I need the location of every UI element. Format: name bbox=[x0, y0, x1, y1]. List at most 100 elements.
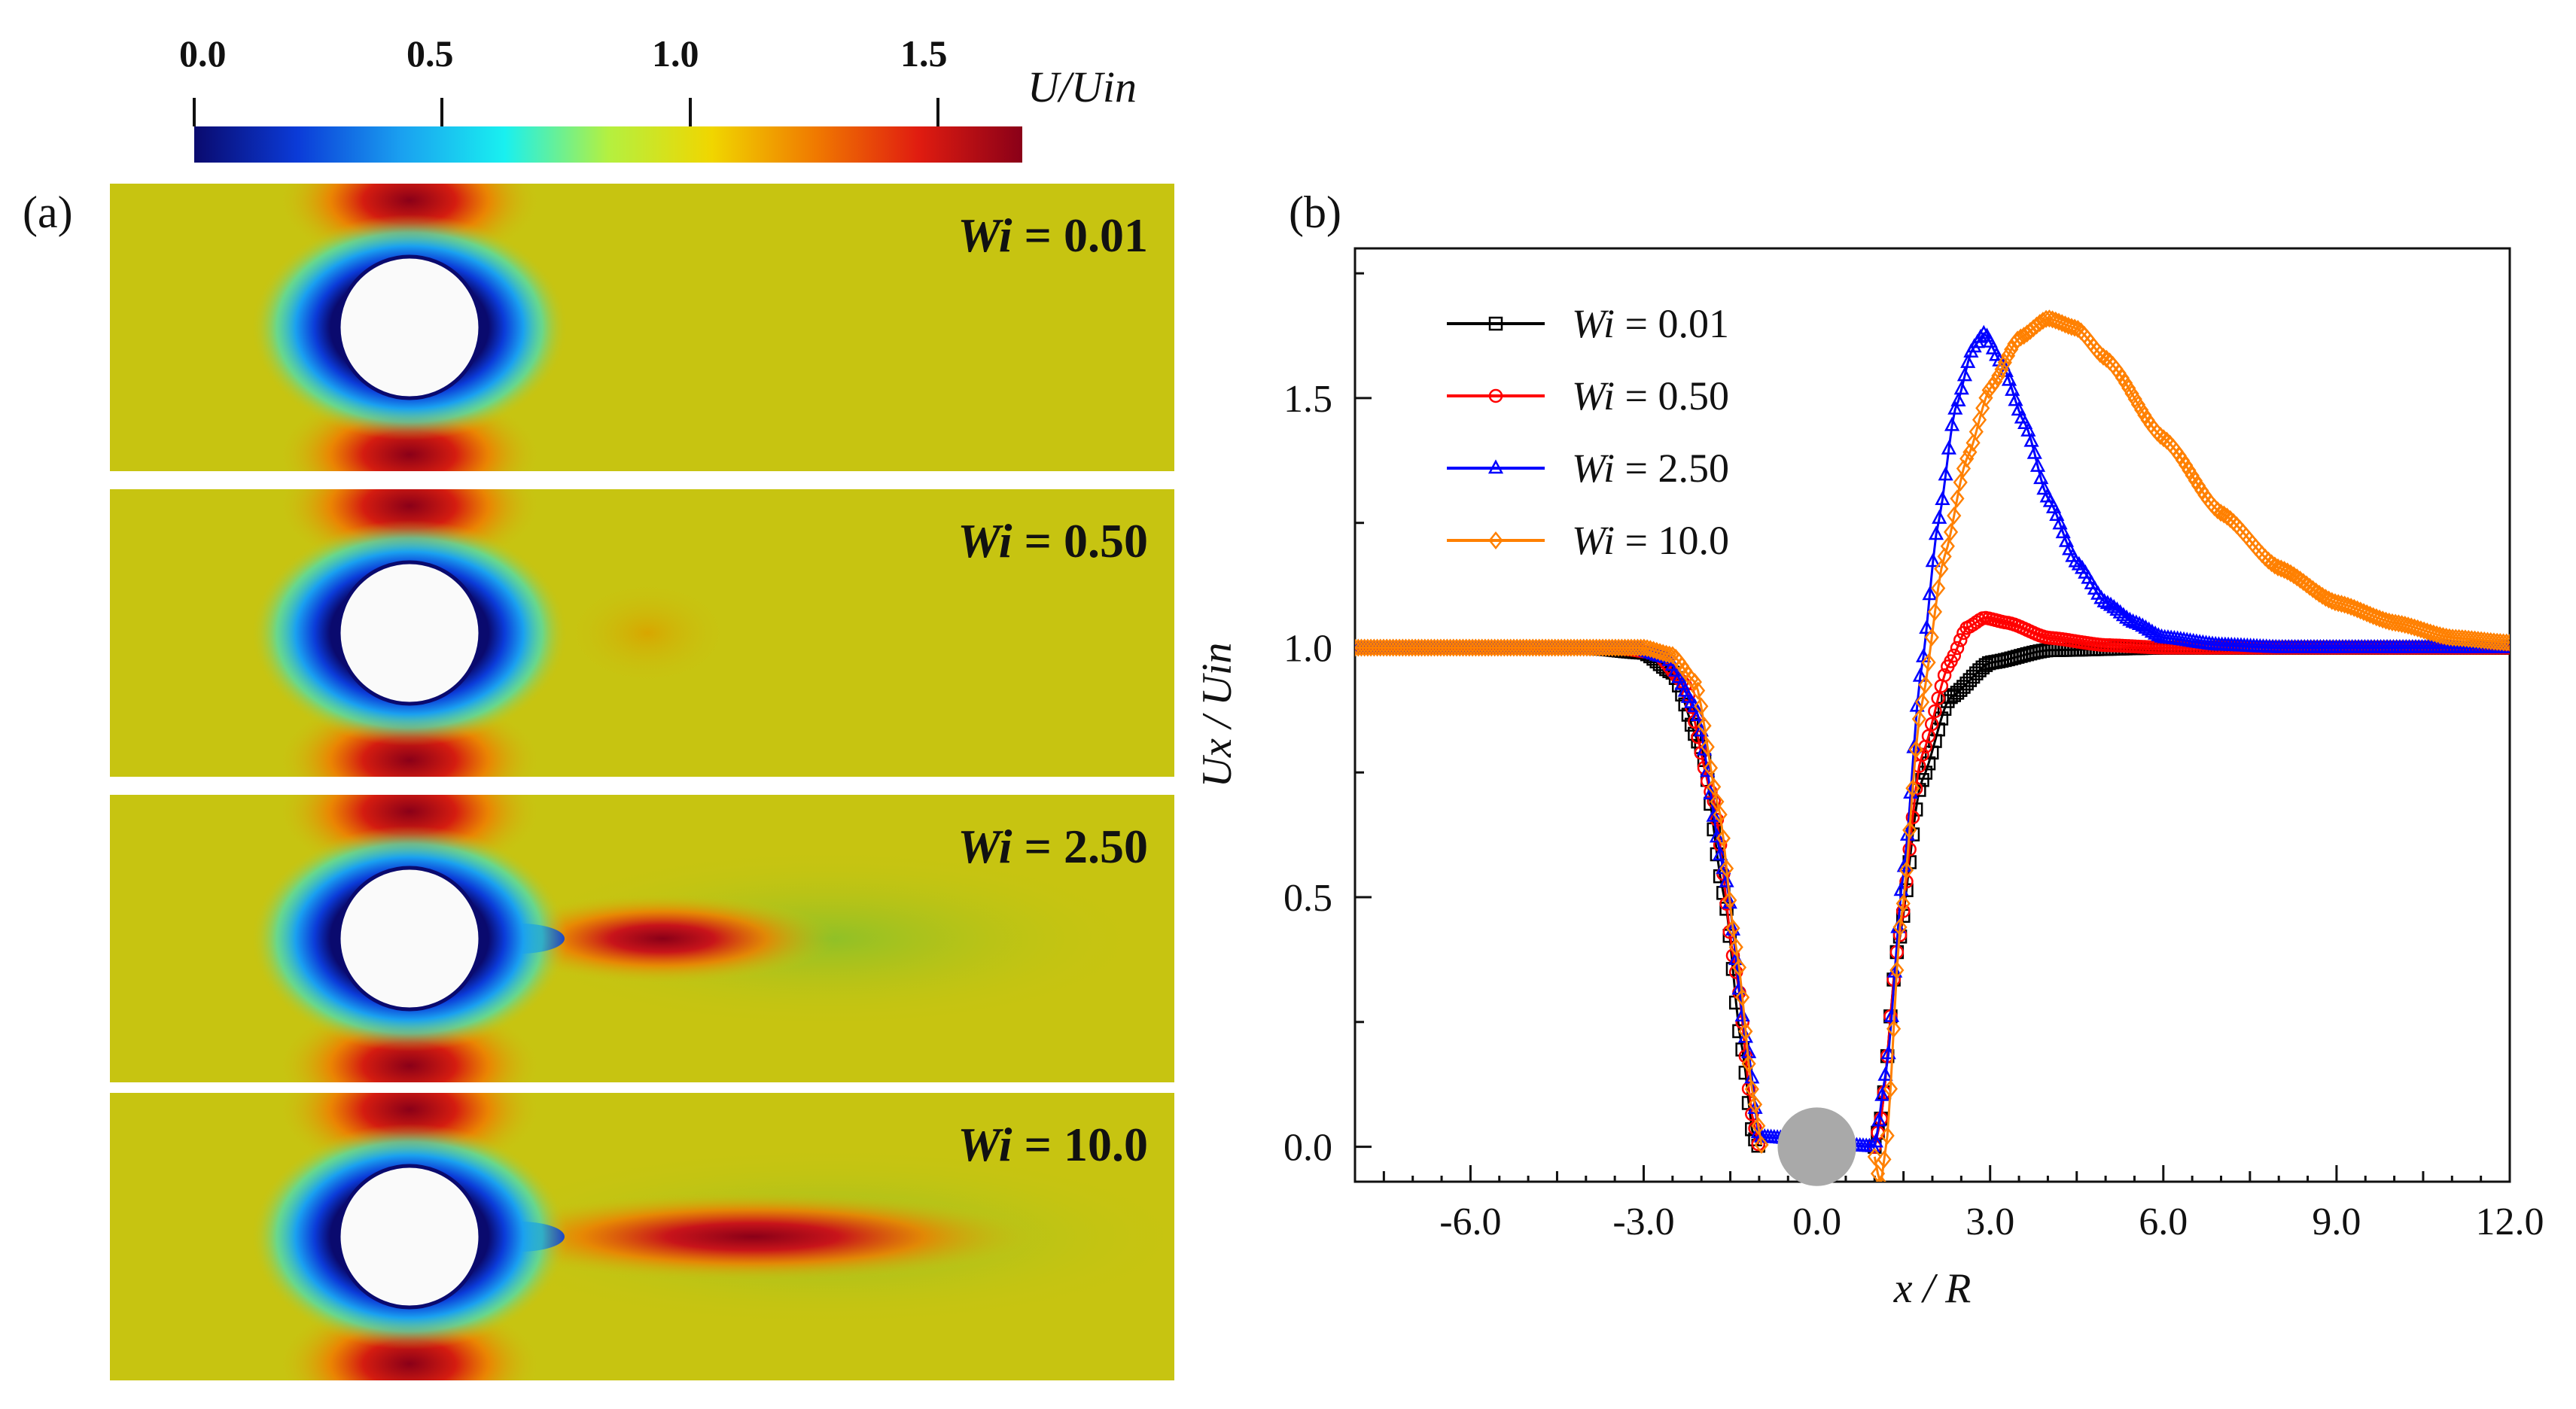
y-tick-label: 0.0 bbox=[1283, 1127, 1332, 1170]
data-point bbox=[1585, 638, 1600, 657]
x-tick-label: -3.0 bbox=[1612, 1201, 1674, 1243]
contour-panel: Wi = 0.01 bbox=[110, 184, 1174, 471]
data-point bbox=[1601, 638, 1617, 657]
data-point bbox=[1605, 638, 1620, 657]
weissenberg-symbol: Wi bbox=[958, 820, 1012, 873]
data-point bbox=[1455, 638, 1471, 657]
data-point bbox=[1592, 638, 1607, 657]
data-point bbox=[1509, 638, 1524, 657]
data-point bbox=[1417, 638, 1433, 657]
colorbar-tick-label: 1.5 bbox=[900, 32, 948, 75]
colorbar-bar bbox=[194, 126, 1022, 163]
legend-symbol: Wi bbox=[1572, 446, 1615, 491]
panel-b: (b) -6.0 -3.0 0.0 3.0 6.0 9.0 12.0 0.0 0.5 1.0 1.5… bbox=[1194, 187, 2544, 1312]
data-point bbox=[1744, 1080, 1759, 1099]
series-triangle bbox=[1355, 324, 2510, 1152]
data-point bbox=[1500, 638, 1515, 657]
data-point bbox=[1519, 638, 1534, 657]
data-point bbox=[2052, 515, 2068, 530]
data-point bbox=[1943, 522, 1959, 541]
data-point bbox=[2093, 589, 2109, 604]
data-point bbox=[1436, 638, 1451, 657]
contour-panel: Wi = 10.0 bbox=[110, 1093, 1174, 1380]
data-point bbox=[1579, 638, 1594, 657]
data-point bbox=[1950, 391, 1966, 406]
data-point bbox=[2055, 524, 2071, 539]
data-point bbox=[1497, 638, 1512, 657]
series-circle bbox=[1355, 610, 2510, 1154]
legend-symbol: Wi bbox=[1572, 301, 1615, 346]
legend-symbol: Wi bbox=[1572, 373, 1615, 418]
data-point bbox=[1360, 638, 1375, 657]
data-point bbox=[1363, 638, 1378, 657]
data-point bbox=[1538, 638, 1553, 657]
data-point bbox=[1379, 638, 1394, 657]
data-point bbox=[1544, 638, 1560, 657]
data-point bbox=[1576, 638, 1591, 657]
data-point bbox=[1512, 638, 1527, 657]
data-point bbox=[2448, 628, 2463, 647]
data-point bbox=[1449, 638, 1464, 657]
legend-label: Wi = 0.50 bbox=[1572, 373, 1729, 418]
data-point bbox=[1355, 638, 1366, 657]
weissenberg-label: Wi = 0.50 bbox=[958, 514, 1148, 568]
data-point bbox=[1700, 738, 1715, 756]
data-point bbox=[2036, 480, 2052, 495]
data-point bbox=[1554, 638, 1569, 657]
panel-a-label: (a) bbox=[23, 187, 73, 237]
data-point bbox=[1988, 372, 2003, 391]
data-point bbox=[1868, 1133, 1883, 1148]
data-point bbox=[1914, 692, 1930, 711]
data-point bbox=[1937, 668, 1952, 683]
data-point bbox=[1382, 638, 1398, 657]
data-point bbox=[1627, 638, 1642, 657]
data-point bbox=[1494, 638, 1509, 657]
data-point bbox=[1694, 697, 1709, 716]
data-point bbox=[1751, 1116, 1766, 1135]
data-point bbox=[1998, 362, 2014, 377]
data-point bbox=[1614, 638, 1629, 657]
cylinder bbox=[336, 866, 483, 1012]
data-point bbox=[1947, 648, 1962, 663]
data-point bbox=[1931, 691, 1945, 705]
data-point bbox=[1402, 638, 1417, 657]
data-point bbox=[2489, 632, 2504, 651]
data-point bbox=[1528, 638, 1544, 657]
data-point bbox=[2049, 507, 2065, 522]
series-line bbox=[1355, 332, 2508, 1149]
data-point bbox=[1376, 638, 1391, 657]
legend-label: Wi = 2.50 bbox=[1572, 446, 1729, 491]
data-point bbox=[1468, 638, 1483, 657]
data-point bbox=[1442, 638, 1458, 657]
cylinder bbox=[336, 560, 483, 706]
data-point bbox=[1355, 638, 1363, 657]
data-point bbox=[1950, 641, 1965, 656]
data-point bbox=[2033, 470, 2049, 485]
data-point bbox=[1369, 638, 1385, 657]
data-point bbox=[2445, 628, 2460, 647]
data-point bbox=[1462, 638, 1477, 657]
data-point bbox=[1570, 638, 1585, 657]
data-point bbox=[1446, 638, 1461, 657]
data-point bbox=[1690, 681, 1706, 700]
data-point bbox=[1465, 638, 1480, 657]
data-point bbox=[1965, 434, 1981, 452]
line-chart: -6.0 -3.0 0.0 3.0 6.0 9.0 12.0 0.0 0.5 1.0 1.5 x / … bbox=[1194, 247, 2544, 1312]
data-point bbox=[1389, 638, 1404, 657]
plot-frame bbox=[1353, 247, 2511, 1183]
data-point bbox=[1515, 638, 1531, 657]
data-point bbox=[2011, 401, 2026, 416]
data-point bbox=[1459, 638, 1474, 657]
data-point bbox=[1561, 638, 1576, 657]
data-point bbox=[1598, 638, 1613, 657]
data-point bbox=[1976, 324, 1992, 339]
data-point bbox=[1687, 698, 1703, 713]
data-point bbox=[1392, 638, 1407, 657]
data-point bbox=[2017, 415, 2033, 429]
data-point bbox=[1589, 638, 1604, 657]
data-point bbox=[1984, 376, 1999, 395]
contour-panel: Wi = 0.50 bbox=[110, 489, 1174, 777]
